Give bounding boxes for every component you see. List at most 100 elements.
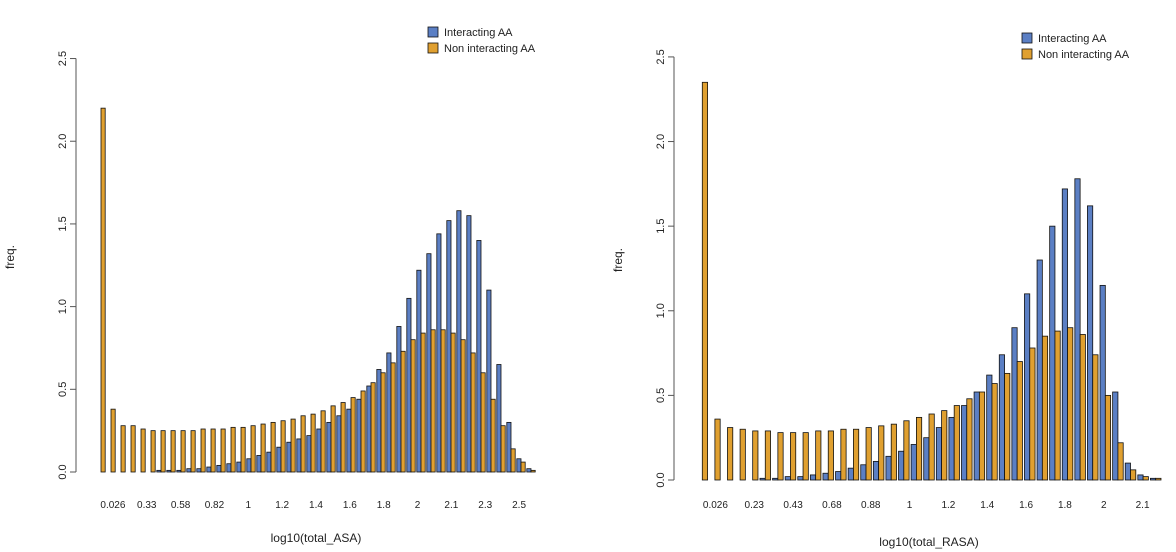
bar-interacting <box>176 469 182 473</box>
bar-non-interacting <box>1029 347 1036 481</box>
bar-interacting <box>386 352 392 473</box>
bar-non-interacting <box>764 430 771 481</box>
bar-non-interacting <box>460 339 466 473</box>
bar-interacting <box>1099 284 1106 481</box>
bar-interacting <box>948 416 955 481</box>
y-tick-label: 0.5 <box>57 382 69 397</box>
bar-non-interacting <box>739 428 746 481</box>
bar-interacting <box>973 391 980 481</box>
x-axis-label: log10(total_ASA) <box>271 531 362 545</box>
x-tick-label: 1 <box>907 500 913 511</box>
bar-non-interacting <box>220 428 226 473</box>
x-tick-label: 1.8 <box>1058 500 1072 511</box>
bar-non-interacting <box>210 428 216 473</box>
x-tick-label: 0.58 <box>171 500 191 511</box>
bar-non-interacting <box>400 350 406 473</box>
bar-interacting <box>396 326 402 473</box>
bar-interacting <box>206 466 212 473</box>
bar-non-interacting <box>350 397 356 473</box>
bar-non-interacting <box>180 430 186 473</box>
bar-non-interacting <box>1067 327 1074 481</box>
bar-interacting <box>446 220 452 473</box>
bar-interacting <box>822 472 829 481</box>
bar-interacting <box>759 477 766 481</box>
bar-non-interacting <box>777 432 784 481</box>
bar-interacting <box>216 464 222 473</box>
bar-interacting <box>486 289 492 473</box>
bar-interacting <box>376 369 382 473</box>
x-tick-label: 1.6 <box>1019 500 1033 511</box>
bar-non-interacting <box>916 416 923 481</box>
x-tick-label: 2.1 <box>444 500 458 511</box>
bar-non-interacting <box>480 372 486 473</box>
bar-interacting <box>336 415 342 473</box>
x-tick-label: 1 <box>246 500 252 511</box>
bar-interacting <box>346 408 352 473</box>
y-axis-label: freq. <box>3 245 17 269</box>
bar-non-interacting <box>110 408 116 473</box>
bar-interacting <box>1036 259 1043 481</box>
bar-interacting <box>923 437 930 481</box>
x-tick-label: 2 <box>1101 500 1107 511</box>
bar-interacting <box>436 233 442 473</box>
bar-interacting <box>898 450 905 481</box>
bar-non-interacting <box>390 362 396 473</box>
bar-interacting <box>1061 188 1068 481</box>
bar-non-interacting <box>878 425 885 481</box>
x-tick-label: 1.2 <box>275 500 289 511</box>
bar-non-interacting <box>727 427 734 481</box>
bar-interacting <box>1124 462 1131 481</box>
bar-interacting <box>156 469 162 473</box>
bar-interacting <box>166 469 172 473</box>
bar-non-interacting <box>752 430 759 481</box>
bar-non-interacting <box>865 427 872 481</box>
bar-non-interacting <box>941 410 948 481</box>
bar-interacting <box>1087 205 1094 481</box>
bar-interacting <box>1137 474 1144 481</box>
bar-non-interacting <box>903 420 910 481</box>
bar-interacting <box>416 269 422 473</box>
y-tick-label: 1.5 <box>57 216 69 231</box>
left-panel-asa: 0.0 0.5 1.0 1.5 2.0 2.5 freq. 0.026 0.33 0.58 0.82… <box>3 26 536 545</box>
bar-interacting <box>1074 178 1081 481</box>
bar-non-interacting <box>991 383 998 481</box>
y-tick-label: 0.5 <box>655 388 667 403</box>
bar-non-interacting <box>420 332 426 473</box>
bar-non-interacting <box>370 382 376 473</box>
bar-interacting <box>246 458 252 473</box>
bar-non-interacting <box>530 469 536 473</box>
bar-non-interacting <box>1142 476 1149 481</box>
bar-non-interacting <box>450 332 456 473</box>
bar-non-interacting <box>340 402 346 473</box>
bar-non-interacting <box>1004 372 1011 481</box>
bar-interacting <box>356 398 362 473</box>
bar-non-interacting <box>280 420 286 473</box>
bar-non-interacting <box>140 428 146 473</box>
y-tick-label: 2.5 <box>655 49 667 64</box>
bar-interacting <box>986 374 993 481</box>
x-tick-label: 0.026 <box>100 500 125 511</box>
bar-non-interacting <box>410 339 416 473</box>
x-tick-label: 2.5 <box>512 500 526 511</box>
bar-interacting <box>426 253 432 473</box>
bar-non-interacting <box>190 430 196 473</box>
y-axis-label: freq. <box>611 248 625 272</box>
bar-non-interacting <box>130 425 136 473</box>
legend-swatch <box>427 42 439 54</box>
bar-non-interacting <box>714 418 721 481</box>
bar-non-interacting <box>966 398 973 481</box>
bar-non-interacting <box>815 430 822 481</box>
bar-interacting <box>961 405 968 481</box>
bar-non-interacting <box>790 432 797 481</box>
x-tick-label: 2 <box>415 500 421 511</box>
bar-interacting <box>316 428 322 473</box>
x-tick-label: 2.1 <box>1136 500 1150 511</box>
bar-non-interacting <box>928 413 935 481</box>
bar-non-interacting <box>470 352 476 473</box>
bar-non-interacting <box>827 430 834 481</box>
legend-swatch <box>1021 32 1033 44</box>
legend-label: Interacting AA <box>1038 33 1107 45</box>
x-tick-label: 0.68 <box>822 500 842 511</box>
bar-non-interacting <box>170 430 176 473</box>
